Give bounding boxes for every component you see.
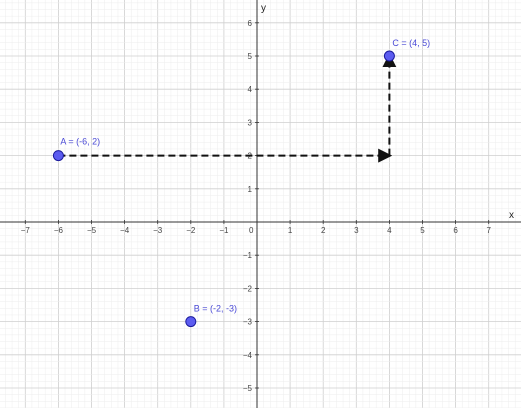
- y-tick-label: 6: [248, 19, 253, 28]
- x-tick-label: 5: [420, 226, 425, 235]
- points: A = (-6, 2) B = (-2, -3) C = (4, 5): [52, 38, 430, 328]
- point-c[interactable]: [383, 50, 395, 62]
- y-tick-label: −4: [243, 351, 253, 360]
- point-b[interactable]: [185, 316, 197, 328]
- y-tick-label: −2: [243, 284, 253, 293]
- x-tick-label: 7: [486, 226, 491, 235]
- point-a[interactable]: [52, 150, 64, 162]
- y-axis-label: y: [261, 3, 266, 14]
- y-tick-label: 1: [248, 185, 253, 194]
- point-b-label: B = (-2, -3): [194, 304, 237, 314]
- y-tick-label: −1: [243, 251, 253, 260]
- x-tick-label: −1: [219, 226, 229, 235]
- x-tick-label: −4: [120, 226, 130, 235]
- point-a-label: A = (-6, 2): [60, 137, 100, 147]
- x-tick-label: −5: [87, 226, 97, 235]
- y-tick-label: 5: [248, 52, 253, 61]
- x-tick-label: 3: [354, 226, 359, 235]
- translation-arrows: [58, 53, 397, 163]
- x-tick-label: −6: [54, 226, 64, 235]
- y-tick-label: 3: [248, 118, 253, 127]
- y-tick-label: −5: [243, 384, 253, 393]
- origin-tick-label: 0: [249, 226, 254, 235]
- point-c-label: C = (4, 5): [392, 38, 430, 48]
- x-tick-label: 2: [321, 226, 326, 235]
- x-tick-label: 1: [288, 226, 293, 235]
- x-axis-label: x: [509, 210, 514, 221]
- x-tick-label: 4: [387, 226, 392, 235]
- x-tick-label: −7: [21, 226, 31, 235]
- y-tick-label: −3: [243, 318, 253, 327]
- x-tick-label: 6: [453, 226, 458, 235]
- x-tick-label: −3: [153, 226, 163, 235]
- y-tick-label: 4: [248, 85, 253, 94]
- x-tick-label: −2: [186, 226, 196, 235]
